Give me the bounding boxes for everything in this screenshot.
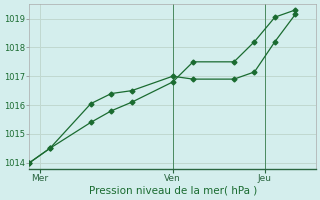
X-axis label: Pression niveau de la mer( hPa ): Pression niveau de la mer( hPa ): [89, 186, 257, 196]
